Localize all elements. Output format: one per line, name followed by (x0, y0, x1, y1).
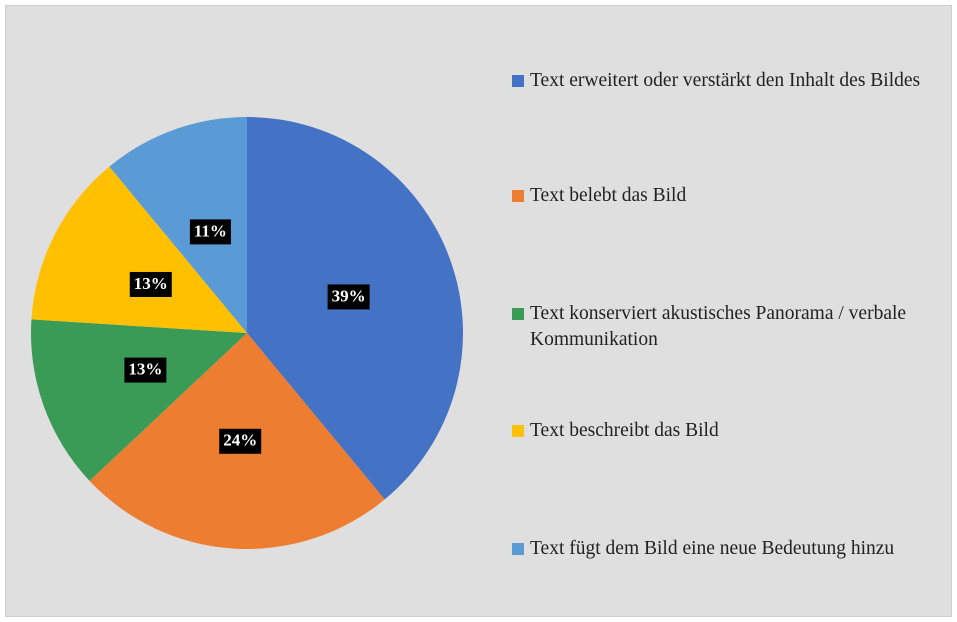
legend-swatch (512, 425, 524, 437)
legend-swatch (512, 308, 524, 320)
legend-item: Text fügt dem Bild eine neue Bedeutung h… (512, 536, 922, 562)
legend-label: Text belebt das Bild (530, 185, 687, 206)
legend-swatch (512, 75, 524, 87)
legend-item: Text erweitert oder verstärkt den Inhalt… (512, 68, 922, 94)
legend-label: Text beschreibt das Bild (530, 420, 719, 441)
data-label-text: 39% (332, 286, 366, 305)
pie-slice (109, 117, 247, 333)
data-label-text: 13% (134, 274, 168, 293)
pie-slice (31, 319, 248, 481)
data-label-text: 24% (223, 431, 257, 450)
legend-label: Text konserviert akustisches Panorama / … (530, 303, 907, 350)
legend-item: Text konserviert akustisches Panorama / … (512, 301, 922, 353)
legend-label: Text erweitert oder verstärkt den Inhalt… (530, 70, 921, 91)
legend-item: Text belebt das Bild (512, 183, 922, 209)
data-label: 13% (124, 357, 167, 383)
data-label-text: 13% (128, 359, 162, 378)
data-label: 24% (219, 428, 262, 454)
legend-item: Text beschreibt das Bild (512, 418, 922, 444)
data-label: 13% (129, 271, 172, 297)
legend-label: Text fügt dem Bild eine neue Bedeutung h… (530, 538, 895, 559)
legend-swatch (512, 543, 524, 555)
data-label-box (129, 271, 172, 297)
data-label: 11% (189, 219, 231, 245)
data-label-text: 11% (194, 221, 227, 240)
data-label-box (327, 284, 370, 310)
data-label-box (124, 357, 167, 383)
data-label-box (189, 219, 231, 245)
legend-swatch (512, 190, 524, 202)
data-label: 39% (327, 284, 370, 310)
data-label-box (219, 428, 262, 454)
pie-slice (31, 166, 248, 333)
